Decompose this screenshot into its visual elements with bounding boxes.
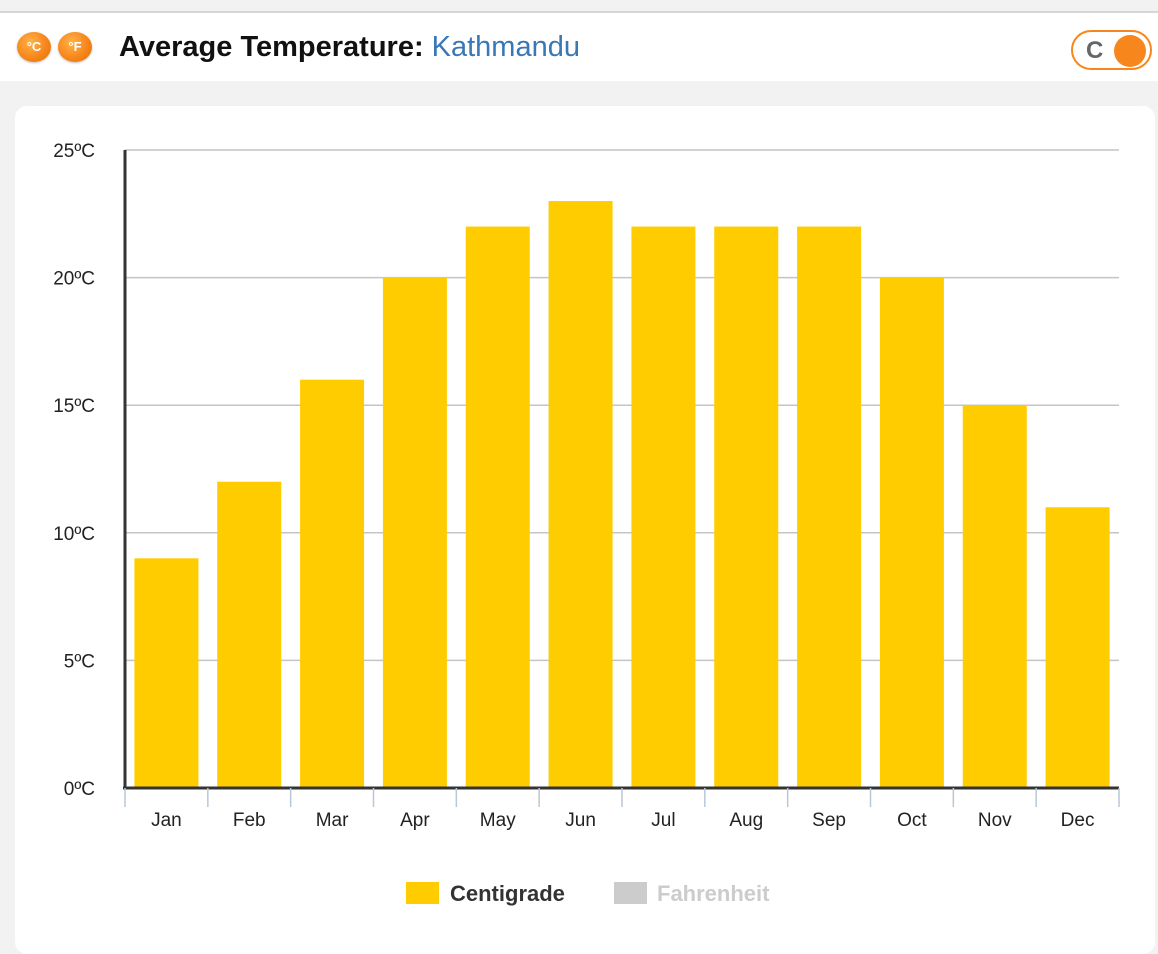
- top-divider: [0, 11, 1158, 13]
- x-tick-label: Apr: [400, 810, 430, 831]
- x-tick-label: Oct: [897, 810, 927, 831]
- bar: [548, 201, 613, 789]
- bar: [465, 226, 530, 788]
- y-tick-label: 25ºC: [53, 141, 95, 162]
- bar: [300, 379, 365, 788]
- bar: [217, 481, 282, 788]
- x-tick-label: Jun: [565, 810, 596, 831]
- y-tick-label: 20ºC: [53, 269, 95, 290]
- toggle-knob: [1114, 35, 1146, 67]
- unit-toggle[interactable]: C: [1071, 30, 1152, 70]
- y-tick-label: 10ºC: [53, 524, 95, 545]
- legend-label-centigrade[interactable]: Centigrade: [450, 881, 565, 906]
- bar: [714, 226, 779, 788]
- legend-swatch-centigrade[interactable]: [406, 882, 439, 904]
- x-tick-label: Sep: [812, 810, 846, 831]
- toggle-label: C: [1086, 37, 1104, 64]
- celsius-icon[interactable]: °C: [17, 32, 51, 62]
- bar: [382, 277, 447, 788]
- city-name: Kathmandu: [431, 31, 580, 63]
- bar: [962, 405, 1027, 788]
- x-tick-label: May: [480, 810, 516, 831]
- x-tick-label: Nov: [978, 810, 1012, 831]
- header-bar: [0, 13, 1158, 81]
- x-tick-label: Jul: [651, 810, 675, 831]
- x-tick-label: Mar: [316, 810, 349, 831]
- x-tick-label: Feb: [233, 810, 266, 831]
- page-title: Average Temperature: Kathmandu: [119, 29, 580, 65]
- y-tick-label: 15ºC: [53, 396, 95, 417]
- bar: [631, 226, 696, 788]
- bar: [879, 277, 944, 788]
- x-tick-label: Dec: [1061, 810, 1095, 831]
- y-tick-label: 5ºC: [64, 651, 95, 672]
- x-tick-label: Aug: [729, 810, 763, 831]
- bar: [1045, 507, 1110, 788]
- legend-swatch-fahrenheit[interactable]: [614, 882, 647, 904]
- y-tick-label: 0ºC: [64, 779, 95, 800]
- bar: [134, 558, 199, 788]
- x-tick-label: Jan: [151, 810, 182, 831]
- legend-label-fahrenheit[interactable]: Fahrenheit: [657, 881, 770, 906]
- fahrenheit-icon[interactable]: °F: [58, 32, 92, 62]
- title-text: Average Temperature:: [119, 31, 424, 63]
- bar: [797, 226, 862, 788]
